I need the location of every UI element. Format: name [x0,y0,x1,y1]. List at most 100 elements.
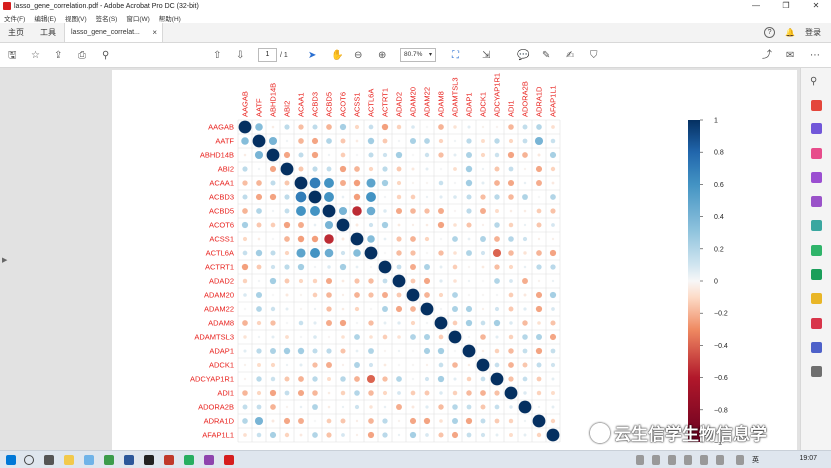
column-label: ADI1 [507,100,516,117]
compress-icon[interactable] [811,245,822,256]
acrobat-taskbar-icon[interactable] [224,455,234,465]
tray-icon[interactable] [636,455,644,465]
document-viewport[interactable]: ▶ ◀ AAGABAAGABAATFAATFABHD14BABHD14BABI2… [0,68,800,450]
bookmark-star-icon[interactable]: ☆ [31,50,40,61]
more-icon[interactable]: ⋯ [810,50,820,61]
menu-file[interactable]: 文件(F) [4,15,26,23]
search-icon[interactable] [24,455,34,465]
tray-icon[interactable] [700,455,708,465]
taskbar-app-icon[interactable] [204,455,214,465]
zoom-tool-icon[interactable]: ⚲ [810,76,818,87]
export-pdf-icon[interactable] [811,220,822,231]
login-button[interactable]: 登录 [805,28,821,37]
stamp-icon[interactable]: ⛉ [590,50,598,61]
share-icon[interactable]: ⤴ [762,50,772,61]
correlation-circle [270,404,276,410]
word-icon[interactable] [124,455,134,465]
comment-tool-icon[interactable] [811,293,822,304]
input-method[interactable]: 英 [752,457,759,464]
correlation-circle [368,348,374,354]
legend-tick-label: 0.2 [714,246,724,253]
tray-icon[interactable] [684,455,692,465]
task-view-icon[interactable] [44,455,54,465]
tray-icon[interactable] [736,455,744,465]
zoom-out-icon[interactable]: ⊖ [354,50,363,61]
fill-sign-icon[interactable] [811,196,822,207]
restore-button[interactable]: ❐ [782,1,790,10]
correlation-circle [352,206,362,216]
tray-icon[interactable] [652,455,660,465]
chrome-icon[interactable] [104,455,114,465]
page-number-input[interactable]: 1 [258,48,277,62]
organize-pages-icon[interactable] [811,148,822,159]
correlation-circle [355,321,359,325]
create-pdf-icon[interactable] [811,100,822,111]
tab-home[interactable]: 主页 [8,28,24,37]
select-cursor-icon[interactable]: ➤ [308,50,317,61]
correlation-circle [410,306,416,312]
menu-bar: 文件(F) 编辑(E) 视图(V) 签名(S) 窗口(W) 帮助(H) [0,12,831,23]
tray-icon[interactable] [716,455,724,465]
save-icon[interactable]: 🖫 [8,50,17,61]
tray-icon[interactable] [668,455,676,465]
correlation-circle [270,264,276,270]
combine-files-icon[interactable] [811,123,822,134]
explorer-icon[interactable] [64,455,74,465]
terminal-icon[interactable] [144,455,154,465]
highlight-pen-icon[interactable]: ✎ [542,50,551,61]
clock[interactable]: 19:07 [799,455,817,462]
print-icon[interactable]: ⎙ [78,50,86,61]
taskbar-app-icon[interactable] [164,455,174,465]
print-production-icon[interactable] [811,318,822,329]
zoom-level-select[interactable]: 80.7% ▾ [400,48,436,62]
mail-icon[interactable]: ✉ [786,50,795,61]
correlation-circle [242,278,248,284]
search-icon[interactable]: ⚲ [102,50,110,61]
edit-pdf-icon[interactable] [811,172,822,183]
menu-help[interactable]: 帮助(H) [158,15,181,23]
left-panel-toggle-icon[interactable]: ▶ [2,257,8,264]
menu-edit[interactable]: 编辑(E) [34,15,56,23]
correlation-circle [453,223,457,227]
correlation-circle [242,236,248,242]
prev-page-icon[interactable]: ⇧ [213,50,222,61]
taskbar-app-icon[interactable] [184,455,194,465]
correlation-circle [508,264,514,270]
correlation-circle [453,209,457,213]
protect-icon[interactable] [811,269,822,280]
correlation-circle [382,292,388,298]
menu-view[interactable]: 视图(V) [64,15,87,23]
menu-window[interactable]: 窗口(W) [126,15,150,23]
menu-sign[interactable]: 签名(S) [95,15,118,23]
correlation-circle [425,321,429,325]
taskbar-app-icon[interactable] [84,455,94,465]
close-button[interactable]: ✕ [812,1,820,10]
more-tools-icon[interactable] [811,366,822,377]
tab-bar: 主页 工具 lasso_gene_correlat... × ? 🔔 登录 [0,23,831,43]
help-icon[interactable]: ? [764,27,776,38]
zoom-in-icon[interactable]: ⊕ [378,50,387,61]
sign-icon[interactable]: ✍ [566,50,575,61]
upload-icon[interactable]: ⇪ [54,50,63,61]
tab-close-icon[interactable]: × [152,28,157,37]
correlation-circle [313,321,317,325]
measure-icon[interactable]: ⇲ [482,50,491,61]
column-label: ACTRT1 [381,88,390,117]
fit-page-icon[interactable]: ⛶ [452,50,459,61]
correlation-circle [255,291,263,299]
start-icon[interactable] [6,455,16,465]
correlation-circle [410,334,416,340]
comment-icon[interactable]: 💬 [517,50,530,61]
row-label: ACOT6 [209,221,234,230]
hand-tool-icon[interactable]: ✋ [331,50,344,61]
shield-icon[interactable] [811,342,822,353]
title-bar: lasso_gene_correlation.pdf - Adobe Acrob… [0,0,831,12]
correlation-circle [536,376,542,382]
row-label: ACBD5 [209,207,234,216]
bell-icon[interactable]: 🔔 [785,28,795,37]
next-page-icon[interactable]: ⇩ [236,50,245,61]
tab-document[interactable]: lasso_gene_correlat... × [64,23,163,42]
tab-tools[interactable]: 工具 [40,28,56,37]
minimize-button[interactable]: — [752,1,760,10]
correlation-circle [508,306,514,312]
